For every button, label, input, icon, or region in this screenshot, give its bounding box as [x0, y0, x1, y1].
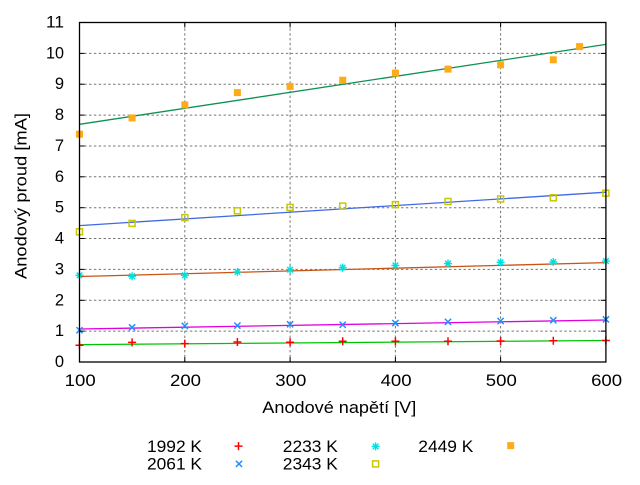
svg-text:0: 0 — [55, 353, 64, 371]
svg-text:4: 4 — [55, 230, 64, 248]
svg-text:600: 600 — [591, 372, 622, 390]
svg-text:7: 7 — [55, 137, 64, 155]
svg-text:2343 K: 2343 K — [283, 456, 338, 474]
svg-text:11: 11 — [46, 14, 64, 32]
svg-text:Anodový proud [mA]: Anodový proud [mA] — [13, 113, 31, 279]
svg-text:10: 10 — [46, 44, 64, 62]
svg-text:1992 K: 1992 K — [147, 438, 202, 456]
svg-text:100: 100 — [65, 372, 96, 390]
svg-text:1: 1 — [55, 322, 64, 340]
svg-text:3: 3 — [55, 260, 64, 278]
svg-text:2061 K: 2061 K — [147, 456, 202, 474]
svg-text:Anodové napětí [V]: Anodové napětí [V] — [262, 399, 416, 417]
svg-text:300: 300 — [275, 372, 306, 390]
svg-text:8: 8 — [55, 106, 64, 124]
svg-text:2233 K: 2233 K — [283, 438, 338, 456]
svg-text:200: 200 — [170, 372, 201, 390]
svg-text:5: 5 — [55, 199, 64, 217]
svg-text:500: 500 — [486, 372, 517, 390]
svg-text:400: 400 — [381, 372, 412, 390]
svg-text:2449 K: 2449 K — [418, 438, 473, 456]
svg-text:2: 2 — [55, 291, 64, 309]
svg-text:9: 9 — [55, 75, 64, 93]
svg-text:6: 6 — [55, 168, 64, 186]
